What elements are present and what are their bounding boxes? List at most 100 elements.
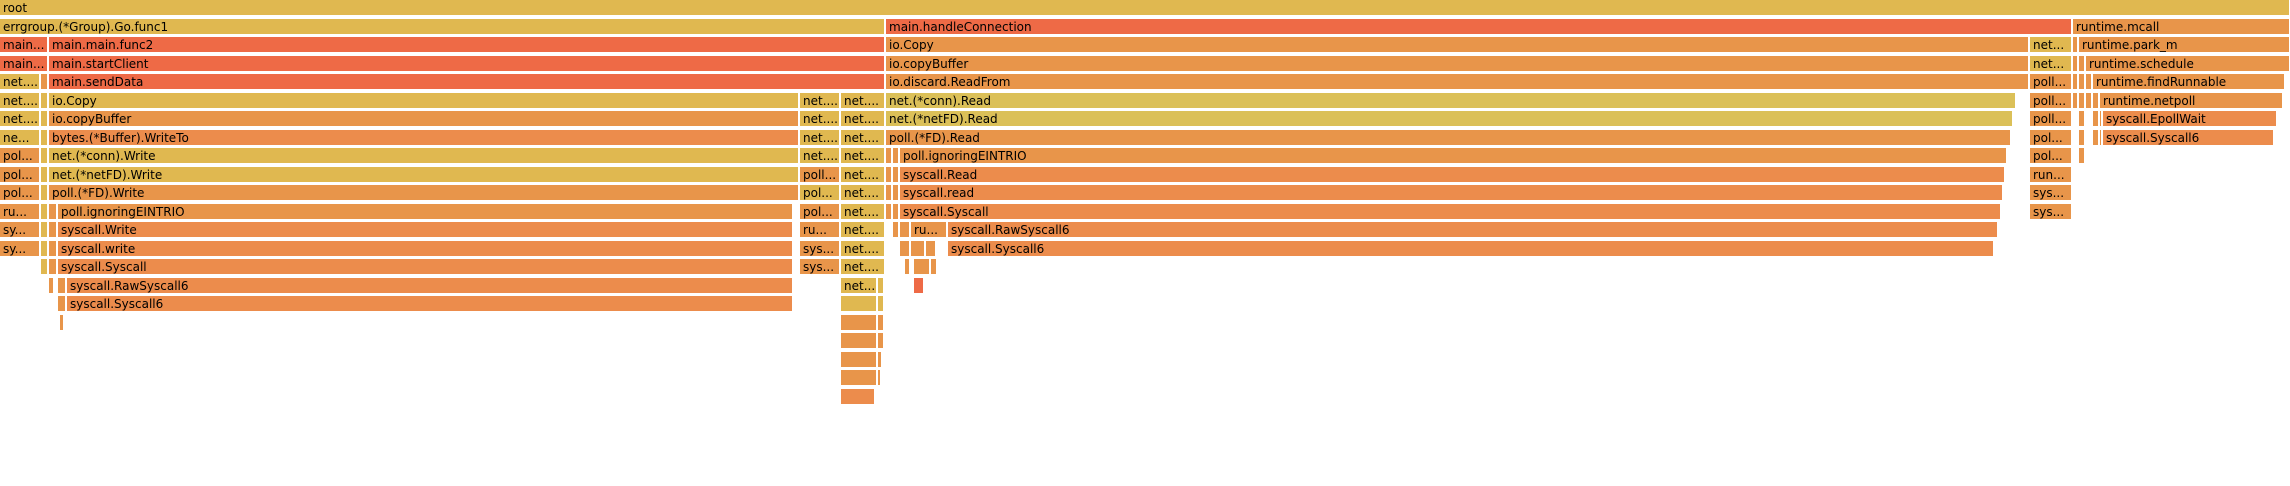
flame-frame[interactable] bbox=[893, 148, 899, 164]
flame-frame[interactable] bbox=[49, 240, 57, 257]
flame-frame[interactable] bbox=[49, 277, 54, 294]
flame-frame[interactable] bbox=[914, 259, 930, 275]
flame-frame[interactable] bbox=[2073, 92, 2078, 109]
flame-frame[interactable]: ru... bbox=[0, 203, 40, 220]
flame-frame[interactable] bbox=[841, 370, 877, 386]
flame-frame[interactable]: net.... bbox=[841, 240, 885, 257]
flame-frame[interactable]: main.main.func2 bbox=[49, 37, 885, 53]
flame-frame[interactable]: sy... bbox=[0, 222, 40, 238]
flame-frame[interactable]: runtime.schedule bbox=[2086, 55, 2290, 72]
flame-frame[interactable]: net.... bbox=[0, 111, 40, 127]
flame-frame[interactable]: net.(*conn).Read bbox=[886, 92, 2016, 109]
flame-frame[interactable]: main.sendData bbox=[49, 74, 885, 90]
flame-frame[interactable]: errgroup.(*Group).Go.func1 bbox=[0, 18, 885, 35]
flame-frame[interactable]: net.... bbox=[841, 166, 885, 183]
flame-frame[interactable] bbox=[2093, 111, 2099, 127]
flame-frame[interactable]: poll... bbox=[800, 166, 840, 183]
flame-frame[interactable]: net.... bbox=[841, 259, 885, 275]
flame-frame[interactable]: syscall.Syscall bbox=[58, 259, 793, 275]
flame-frame[interactable]: io.Copy bbox=[49, 92, 799, 109]
flame-frame[interactable]: syscall.Read bbox=[900, 166, 2005, 183]
flame-frame[interactable]: syscall.EpollWait bbox=[2103, 111, 2277, 127]
flame-frame[interactable]: pol... bbox=[0, 166, 40, 183]
flame-frame[interactable] bbox=[2073, 37, 2078, 53]
flame-frame[interactable]: syscall.write bbox=[58, 240, 793, 257]
flame-frame[interactable] bbox=[905, 259, 910, 275]
flame-frame[interactable] bbox=[41, 74, 48, 90]
flame-frame[interactable] bbox=[41, 222, 48, 238]
flame-frame[interactable] bbox=[900, 222, 910, 238]
flame-frame[interactable] bbox=[886, 166, 892, 183]
flame-frame[interactable]: net.... bbox=[841, 203, 885, 220]
flame-frame[interactable]: syscall.Syscall6 bbox=[67, 296, 793, 312]
flame-frame[interactable]: net... bbox=[2030, 55, 2072, 72]
flame-frame[interactable]: net.... bbox=[0, 92, 40, 109]
flame-frame[interactable] bbox=[2086, 74, 2092, 90]
flame-frame[interactable] bbox=[911, 240, 925, 257]
flame-frame[interactable] bbox=[2079, 148, 2085, 164]
flame-frame[interactable]: net... bbox=[2030, 37, 2072, 53]
flame-frame[interactable]: pol... bbox=[0, 185, 40, 201]
flame-frame[interactable]: poll... bbox=[2030, 74, 2072, 90]
flame-frame[interactable]: pol... bbox=[2030, 129, 2072, 146]
flame-frame[interactable] bbox=[49, 203, 57, 220]
flame-frame[interactable]: pol... bbox=[0, 148, 40, 164]
flame-frame[interactable] bbox=[2079, 55, 2085, 72]
flame-frame[interactable]: net.... bbox=[800, 129, 840, 146]
flame-frame[interactable] bbox=[878, 277, 884, 294]
flame-frame[interactable] bbox=[841, 314, 877, 331]
flame-frame[interactable] bbox=[893, 222, 899, 238]
flame-frame[interactable]: runtime.mcall bbox=[2073, 18, 2290, 35]
flame-frame[interactable]: poll... bbox=[2030, 111, 2072, 127]
flame-frame[interactable]: sy... bbox=[0, 240, 40, 257]
flame-frame[interactable] bbox=[2079, 111, 2085, 127]
flame-frame[interactable]: net.... bbox=[841, 222, 885, 238]
flame-frame[interactable]: sys... bbox=[800, 259, 840, 275]
flame-frame[interactable] bbox=[58, 277, 66, 294]
flame-frame[interactable]: net.... bbox=[0, 74, 40, 90]
flame-frame[interactable]: net.(*netFD).Write bbox=[49, 166, 799, 183]
flame-frame[interactable] bbox=[58, 296, 66, 312]
flame-frame[interactable]: main... bbox=[0, 55, 48, 72]
flame-frame[interactable]: main.handleConnection bbox=[886, 18, 2072, 35]
flame-frame[interactable] bbox=[41, 185, 48, 201]
flame-frame[interactable] bbox=[841, 333, 877, 349]
flame-frame[interactable] bbox=[2093, 92, 2099, 109]
flame-frame[interactable] bbox=[2079, 92, 2085, 109]
flame-frame[interactable] bbox=[41, 111, 48, 127]
flame-frame[interactable] bbox=[878, 351, 882, 368]
flame-frame[interactable]: poll.(*FD).Write bbox=[49, 185, 799, 201]
flame-frame[interactable] bbox=[931, 259, 937, 275]
flame-frame[interactable] bbox=[886, 148, 892, 164]
flame-frame[interactable]: net.... bbox=[841, 148, 885, 164]
flame-frame[interactable]: bytes.(*Buffer).WriteTo bbox=[49, 129, 799, 146]
flame-frame[interactable] bbox=[893, 203, 899, 220]
flame-frame[interactable] bbox=[841, 296, 877, 312]
flame-frame[interactable] bbox=[914, 277, 924, 294]
flame-frame[interactable]: syscall.RawSyscall6 bbox=[67, 277, 793, 294]
flame-frame[interactable] bbox=[926, 240, 936, 257]
flame-frame[interactable] bbox=[893, 185, 899, 201]
flame-frame[interactable] bbox=[41, 240, 48, 257]
flame-frame[interactable] bbox=[878, 370, 881, 386]
flame-frame[interactable]: net... bbox=[841, 277, 877, 294]
flame-frame[interactable] bbox=[878, 296, 884, 312]
flame-frame[interactable]: net.... bbox=[841, 185, 885, 201]
flame-frame[interactable]: main.startClient bbox=[49, 55, 885, 72]
flame-frame[interactable]: net.... bbox=[800, 92, 840, 109]
flame-frame[interactable]: sys... bbox=[2030, 185, 2072, 201]
flame-frame[interactable]: sys... bbox=[2030, 203, 2072, 220]
flame-frame[interactable] bbox=[2093, 129, 2099, 146]
flame-frame[interactable]: net.... bbox=[800, 111, 840, 127]
flame-frame[interactable] bbox=[41, 148, 48, 164]
flame-frame[interactable]: syscall.read bbox=[900, 185, 2003, 201]
flame-frame[interactable]: runtime.netpoll bbox=[2100, 92, 2283, 109]
flame-frame[interactable] bbox=[841, 388, 875, 405]
flame-frame[interactable] bbox=[2079, 129, 2085, 146]
flame-frame[interactable] bbox=[2079, 74, 2085, 90]
flame-frame[interactable] bbox=[900, 240, 910, 257]
flame-frame[interactable] bbox=[2100, 129, 2102, 146]
flame-frame[interactable]: syscall.Syscall bbox=[900, 203, 2001, 220]
flame-frame[interactable] bbox=[41, 203, 48, 220]
flame-frame[interactable] bbox=[41, 166, 48, 183]
